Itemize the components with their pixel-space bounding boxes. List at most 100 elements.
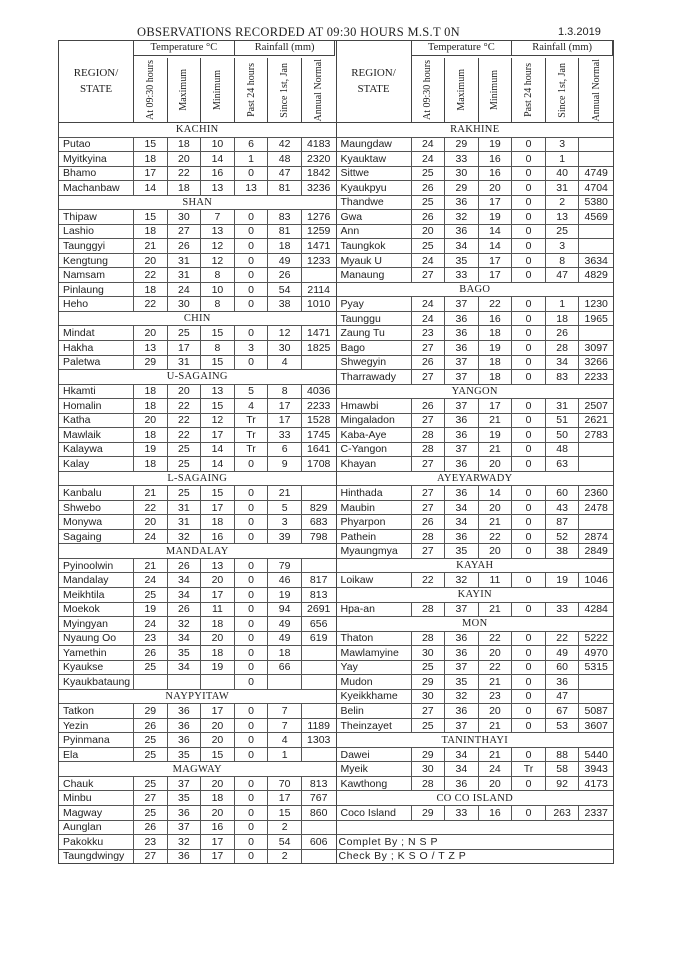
cell-value: 11 bbox=[201, 602, 235, 617]
cell-value: 22 bbox=[479, 297, 513, 311]
section-header: CHIN bbox=[59, 312, 336, 327]
table-row: Kyaukpyu 26 29 20 0 31 4704 bbox=[336, 181, 613, 196]
station-name: Hakha bbox=[59, 340, 134, 355]
table-row: Mawlamyine 30 36 20 0 49 4970 bbox=[336, 646, 613, 661]
cell-value: 1528 bbox=[307, 414, 331, 427]
cell-value: 24 bbox=[134, 617, 168, 631]
cell-value: 17 bbox=[201, 849, 235, 864]
table-row: Paletwa 29 31 15 0 4 bbox=[59, 355, 336, 371]
section-header: MAGWAY bbox=[59, 762, 336, 777]
cell-value: 0 bbox=[235, 326, 269, 340]
section-header: AYEYARWADY bbox=[336, 472, 613, 487]
cell-value: 26 bbox=[412, 210, 446, 224]
cell-value: 26 bbox=[168, 558, 202, 573]
table-row: Kyaukse 25 34 19 0 66 bbox=[59, 660, 336, 676]
section-header: RAKHINE bbox=[336, 123, 613, 138]
cell-value: 22 bbox=[134, 500, 168, 515]
station-name: Ela bbox=[59, 747, 134, 762]
cell-value: 21 bbox=[479, 602, 513, 617]
cell-value: 18 bbox=[479, 355, 513, 370]
cell-value: 15 bbox=[268, 805, 302, 820]
cell-value: 20 bbox=[201, 573, 235, 587]
cell-value: 33 bbox=[445, 805, 479, 820]
cell-value: 36 bbox=[168, 704, 202, 718]
cell-value: 21 bbox=[479, 675, 513, 689]
station-name: Phyarpon bbox=[337, 515, 412, 529]
cell-value: 3 bbox=[235, 340, 269, 355]
cell-value: 12 bbox=[201, 239, 235, 253]
station-name: Tatkon bbox=[59, 704, 134, 718]
cell-value: 1010 bbox=[307, 298, 331, 311]
station-name: C-Yangon bbox=[337, 442, 412, 457]
table-row: Manaung 27 33 17 0 47 4829 bbox=[336, 268, 613, 283]
cell-value: 15 bbox=[134, 210, 168, 224]
cell-value: 0 bbox=[235, 253, 269, 268]
cell-value: 31 bbox=[168, 355, 202, 370]
cell-value: 60 bbox=[546, 660, 580, 675]
cell-value: 27 bbox=[412, 486, 446, 500]
cell-value: 21 bbox=[479, 718, 513, 733]
cell-value: 5222 bbox=[584, 632, 608, 645]
station-name: Kyauktaw bbox=[337, 152, 412, 166]
cell-value: 15 bbox=[201, 747, 235, 762]
cell-value: 18 bbox=[134, 384, 168, 399]
cell-value: 36 bbox=[445, 340, 479, 355]
cell-value: 0 bbox=[512, 718, 546, 733]
cell-value bbox=[302, 850, 336, 864]
station-name: Taunggyi bbox=[59, 239, 134, 253]
cell-value: 0 bbox=[512, 224, 546, 239]
cell-value: 18 bbox=[134, 457, 168, 471]
station-name: Pakokku bbox=[59, 835, 134, 849]
column-header: At 09:30 hours bbox=[412, 57, 446, 122]
cell-value: 29 bbox=[412, 747, 446, 762]
cell-value: 34 bbox=[445, 500, 479, 515]
cell-value: 0 bbox=[235, 573, 269, 587]
section-header: KAYAH bbox=[336, 559, 613, 574]
station-name: Gwa bbox=[337, 210, 412, 224]
table-row: Phyarpon 26 34 21 0 87 bbox=[336, 515, 613, 530]
cell-value: 15 bbox=[201, 355, 235, 370]
cell-value: 0 bbox=[235, 747, 269, 762]
table-row: Yamethin 26 35 18 0 18 bbox=[59, 646, 336, 661]
station-name: Shwegyin bbox=[337, 355, 412, 370]
cell-value: 798 bbox=[309, 530, 328, 543]
cell-value bbox=[302, 748, 336, 762]
table-row: Sittwe 25 30 16 0 40 4749 bbox=[336, 166, 613, 182]
cell-value: 27 bbox=[412, 704, 446, 718]
table-row: Lashio 18 27 13 0 81 1259 bbox=[59, 224, 336, 240]
cell-value: 14 bbox=[201, 457, 235, 471]
station-name: Mingaladon bbox=[337, 413, 412, 428]
cell-value: 767 bbox=[309, 792, 328, 805]
table-header: REGION/ STATE Temperature °C Rainfall (m… bbox=[59, 41, 336, 123]
cell-value: 14 bbox=[479, 224, 513, 239]
cell-value: 5440 bbox=[584, 748, 608, 761]
cell-value: 15 bbox=[201, 399, 235, 413]
cell-value: 83 bbox=[546, 370, 580, 384]
region-header: REGION/ STATE bbox=[337, 41, 412, 122]
cell-value: 19 bbox=[479, 428, 513, 442]
footer-note bbox=[336, 821, 613, 836]
cell-value: 18 bbox=[134, 399, 168, 413]
station-name: Kanbalu bbox=[59, 486, 134, 500]
cell-value: 32 bbox=[168, 835, 202, 849]
column-header: Maximum bbox=[445, 57, 479, 122]
cell-value: 0 bbox=[235, 835, 269, 849]
cell-value: 36 bbox=[445, 529, 479, 544]
cell-value: 27 bbox=[412, 457, 446, 471]
cell-value: 34 bbox=[168, 573, 202, 587]
table-row: Yezin 26 36 20 0 7 1189 bbox=[59, 718, 336, 734]
cell-value: 51 bbox=[546, 413, 580, 428]
cell-value: 0 bbox=[235, 805, 269, 820]
cell-value bbox=[302, 646, 336, 660]
cell-value bbox=[302, 675, 336, 689]
cell-value: 14 bbox=[201, 442, 235, 457]
cell-value: 1 bbox=[546, 297, 580, 311]
table-row: Maungdaw 24 29 19 0 3 bbox=[336, 137, 613, 153]
table-row: Mudon 29 35 21 0 36 bbox=[336, 675, 613, 690]
cell-value: 36 bbox=[445, 631, 479, 646]
cell-value: 3 bbox=[268, 515, 302, 529]
table-row: Hmawbi 26 37 17 0 31 2507 bbox=[336, 399, 613, 414]
cell-value: 81 bbox=[268, 224, 302, 239]
cell-value: 24 bbox=[412, 297, 446, 311]
cell-value: 0 bbox=[512, 573, 546, 587]
